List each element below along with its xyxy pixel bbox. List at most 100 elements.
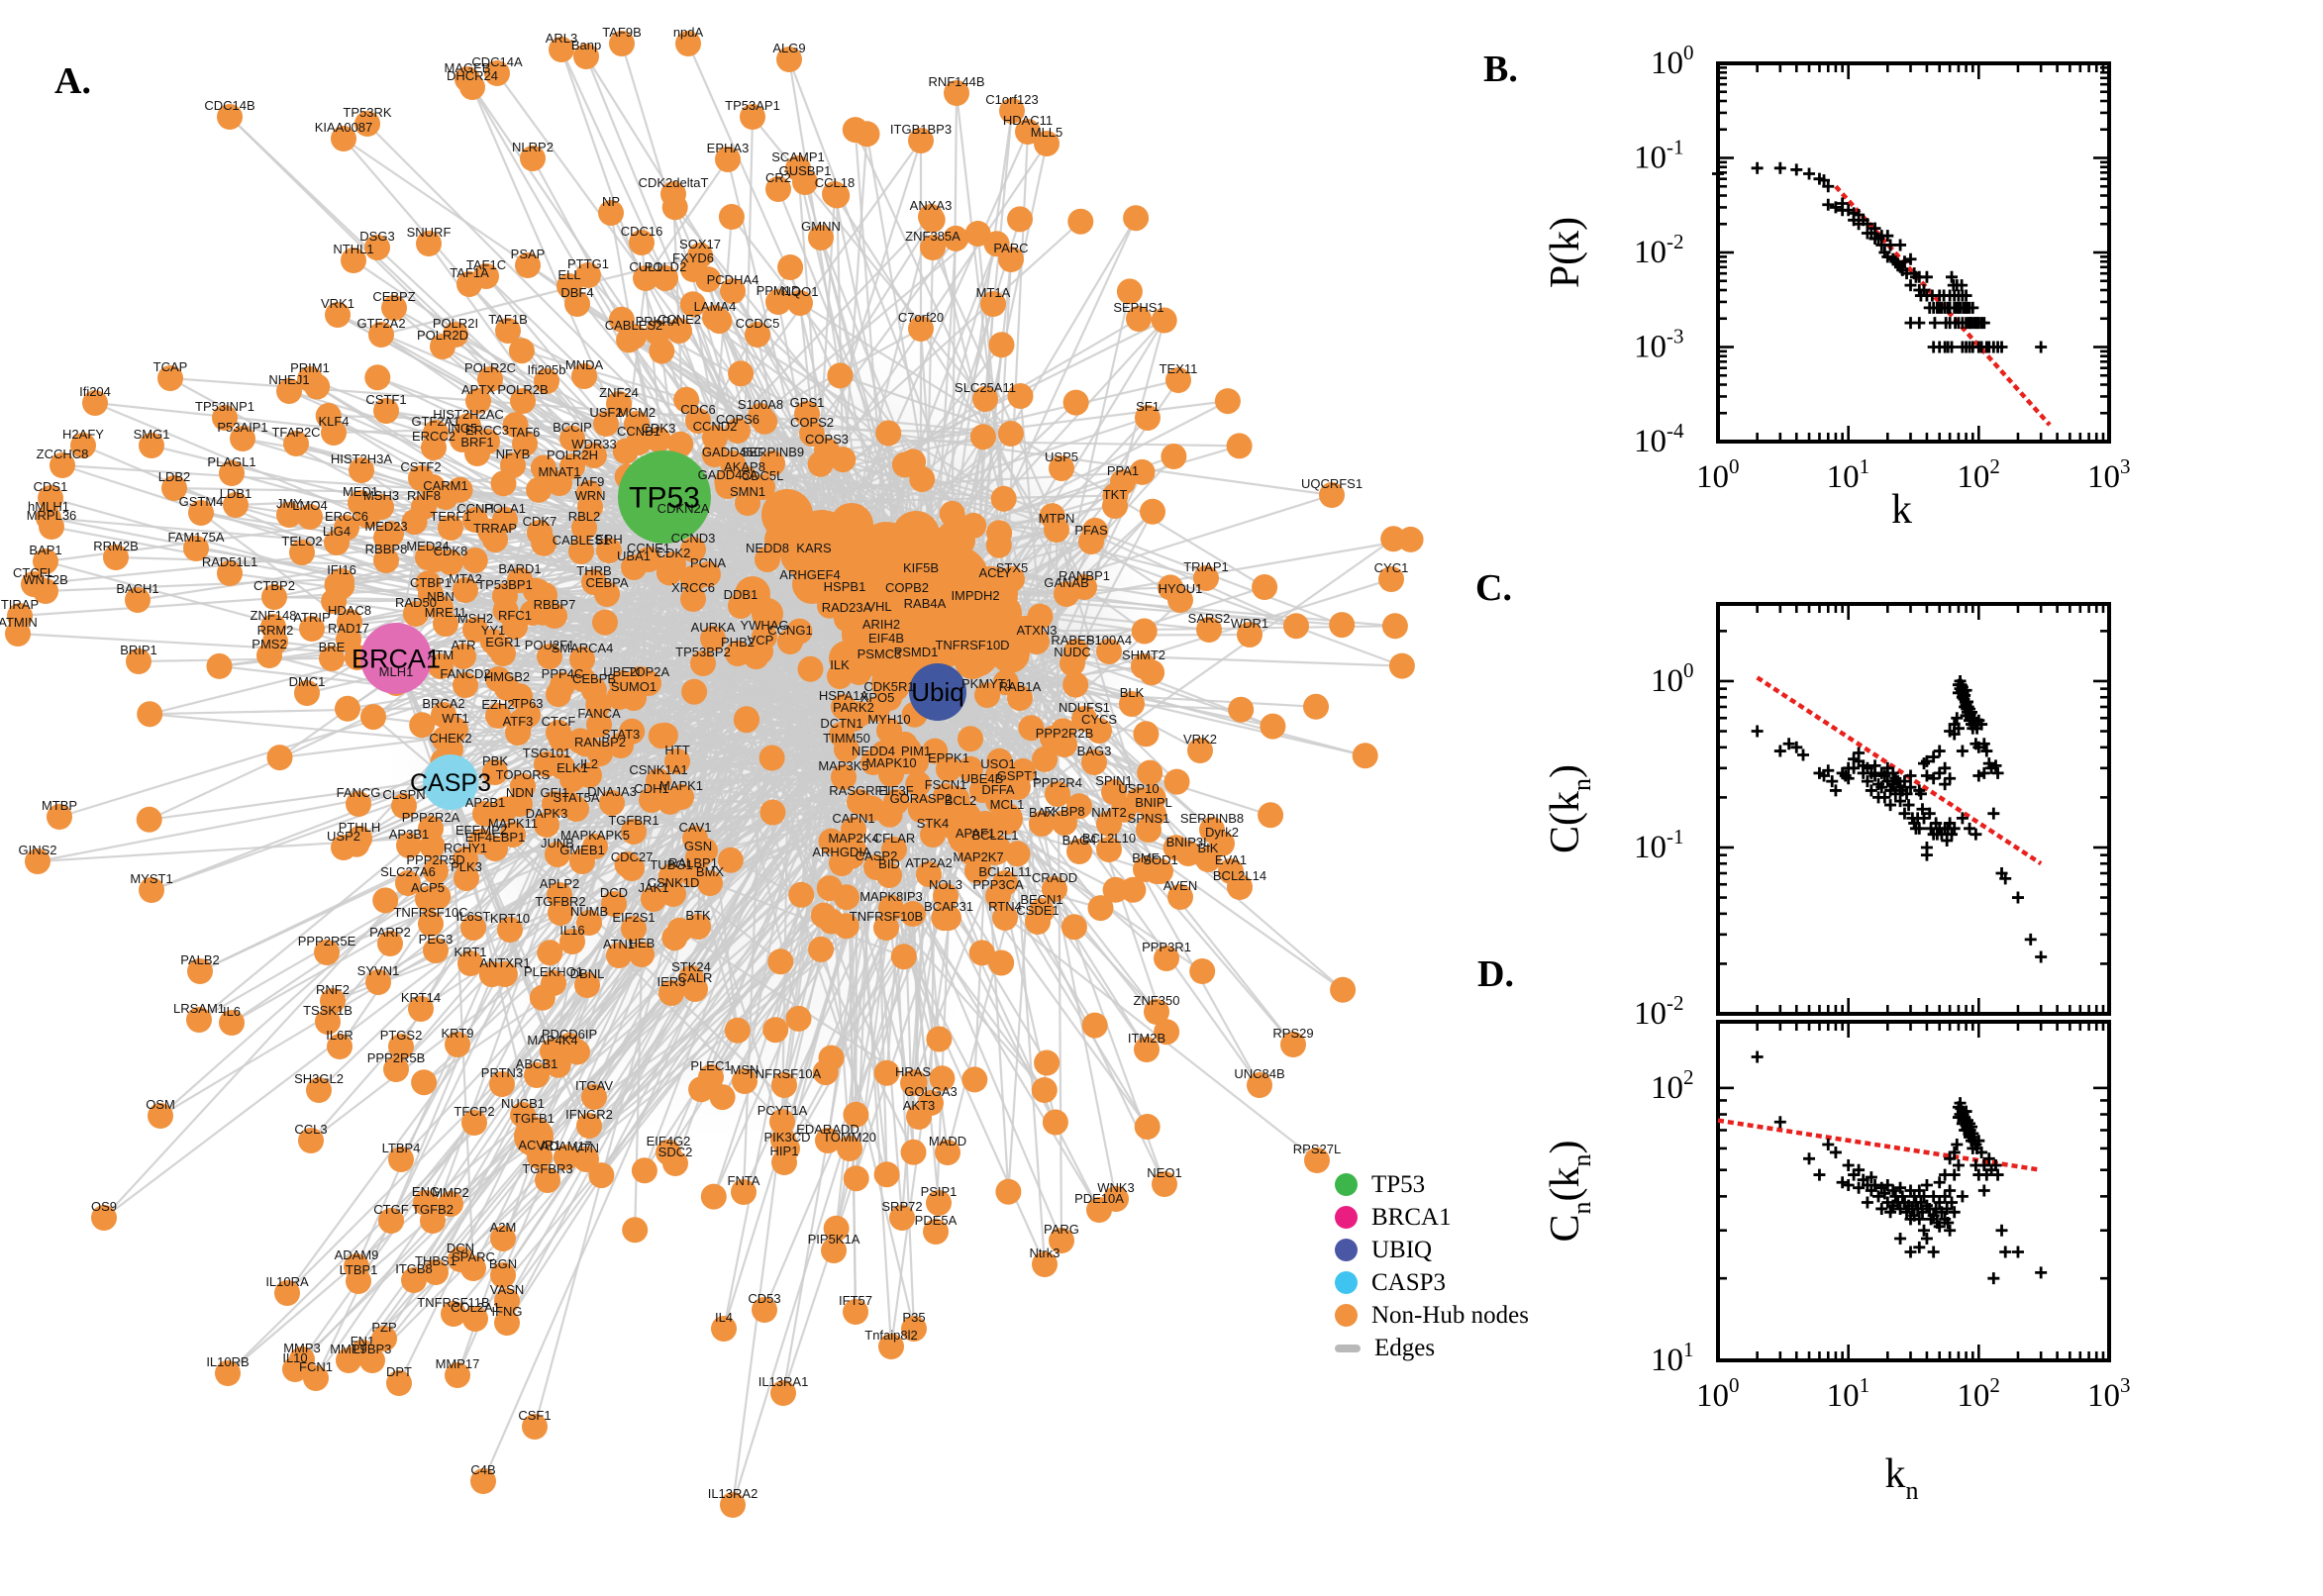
- svg-text:CCL18: CCL18: [815, 175, 855, 190]
- svg-text:WT1: WT1: [442, 711, 468, 726]
- svg-text:BRCA2: BRCA2: [422, 696, 464, 711]
- svg-text:100: 100: [1696, 454, 1740, 495]
- legend-item-brca1: BRCA1: [1335, 1201, 1529, 1234]
- svg-text:10-1: 10-1: [1634, 136, 1684, 176]
- svg-text:CTBP1: CTBP1: [410, 575, 452, 590]
- svg-text:Banp: Banp: [571, 38, 601, 52]
- svg-text:BAG3: BAG3: [1077, 744, 1112, 758]
- svg-text:AKT3: AKT3: [903, 1098, 936, 1113]
- svg-text:MCL1: MCL1: [990, 797, 1025, 812]
- svg-text:PLEC1: PLEC1: [690, 1058, 731, 1073]
- svg-text:CDK7: CDK7: [523, 514, 557, 529]
- legend-label: Edges: [1374, 1334, 1436, 1361]
- svg-text:LMO4: LMO4: [292, 498, 327, 513]
- svg-text:TGFBR1: TGFBR1: [608, 813, 658, 828]
- panel-a-label: A.: [54, 60, 91, 102]
- svg-text:BRIP1: BRIP1: [120, 643, 157, 657]
- svg-text:FANCA: FANCA: [577, 706, 621, 721]
- svg-text:SOD1: SOD1: [1143, 852, 1177, 867]
- svg-text:Ntrk3: Ntrk3: [1029, 1246, 1060, 1260]
- svg-text:ALG9: ALG9: [772, 41, 805, 55]
- svg-text:POLR2H: POLR2H: [547, 448, 598, 462]
- svg-text:MYST1: MYST1: [130, 871, 172, 886]
- svg-text:LTBP1: LTBP1: [340, 1262, 378, 1277]
- svg-text:PZP: PZP: [371, 1320, 396, 1335]
- svg-text:PALB2: PALB2: [180, 952, 220, 967]
- svg-text:10-3: 10-3: [1634, 325, 1684, 365]
- svg-text:PPP2R5E: PPP2R5E: [298, 934, 356, 948]
- svg-text:RANBP2: RANBP2: [574, 735, 626, 749]
- svg-text:DBNL: DBNL: [570, 966, 605, 981]
- svg-text:100: 100: [1651, 658, 1694, 699]
- svg-text:PRTN3: PRTN3: [481, 1065, 523, 1080]
- svg-text:BACH1: BACH1: [116, 581, 158, 596]
- svg-text:NLRP2: NLRP2: [512, 140, 554, 154]
- svg-text:CCL3: CCL3: [294, 1122, 327, 1137]
- svg-text:EIF2S1: EIF2S1: [612, 910, 655, 925]
- svg-text:BRCA1: BRCA1: [352, 644, 441, 673]
- svg-text:ILK: ILK: [830, 657, 850, 672]
- svg-text:ATR: ATR: [451, 638, 475, 652]
- panel-b-points: [1712, 161, 2048, 353]
- svg-text:EPPK1: EPPK1: [928, 750, 969, 765]
- svg-text:CCND3: CCND3: [671, 531, 716, 546]
- svg-text:SMN1: SMN1: [730, 484, 765, 499]
- svg-text:Ifi204: Ifi204: [79, 384, 111, 399]
- svg-text:FKBP8: FKBP8: [1044, 804, 1084, 819]
- svg-text:SNURF: SNURF: [407, 225, 452, 240]
- svg-text:PDE5A: PDE5A: [915, 1213, 958, 1228]
- svg-text:TAF1B: TAF1B: [488, 312, 528, 327]
- svg-text:KRT14: KRT14: [401, 990, 441, 1005]
- panel-c-label: C.: [1475, 567, 1512, 609]
- svg-text:IL16: IL16: [559, 923, 584, 938]
- svg-text:101: 101: [1651, 1338, 1694, 1378]
- svg-text:GSN: GSN: [684, 839, 712, 853]
- svg-text:TRRAP: TRRAP: [473, 521, 517, 536]
- svg-text:102: 102: [1957, 1373, 2000, 1414]
- svg-text:PDE10A: PDE10A: [1074, 1191, 1124, 1206]
- svg-text:BCL2L1: BCL2L1: [972, 828, 1019, 843]
- svg-text:BRE: BRE: [319, 640, 346, 654]
- svg-text:AURKA: AURKA: [691, 620, 736, 635]
- svg-text:P(k): P(k): [1543, 217, 1588, 288]
- svg-text:Cn(kn): Cn(kn): [1543, 1140, 1596, 1242]
- svg-text:MCM2: MCM2: [618, 405, 656, 420]
- svg-text:MAP2K4: MAP2K4: [828, 831, 878, 846]
- svg-text:LTBP3: LTBP3: [354, 1342, 392, 1356]
- svg-text:C7orf20: C7orf20: [898, 310, 944, 325]
- svg-text:CDK2deltaT: CDK2deltaT: [639, 175, 709, 190]
- svg-text:CD53: CD53: [748, 1291, 780, 1306]
- svg-text:NQO1: NQO1: [782, 284, 819, 299]
- svg-text:PPA1: PPA1: [1107, 463, 1139, 478]
- svg-text:MTPN: MTPN: [1039, 511, 1075, 526]
- svg-text:RNF8: RNF8: [407, 488, 441, 503]
- svg-text:UQCRFS1: UQCRFS1: [1301, 476, 1363, 491]
- svg-text:SRP72: SRP72: [881, 1199, 922, 1214]
- svg-text:DFFA: DFFA: [981, 782, 1015, 797]
- svg-text:CEBPZ: CEBPZ: [372, 289, 415, 304]
- svg-text:BCL2L14: BCL2L14: [1213, 868, 1266, 883]
- svg-text:Tnfaip8l2: Tnfaip8l2: [864, 1328, 917, 1343]
- svg-text:IL10RA: IL10RA: [265, 1274, 309, 1289]
- svg-text:TKT: TKT: [1103, 487, 1128, 502]
- svg-text:FNTA: FNTA: [728, 1173, 760, 1188]
- svg-text:CCDC5: CCDC5: [736, 316, 780, 331]
- svg-text:DBF4: DBF4: [560, 285, 593, 300]
- svg-text:FSCN1: FSCN1: [925, 777, 967, 792]
- svg-text:102: 102: [1651, 1065, 1694, 1106]
- svg-text:PSMD1: PSMD1: [894, 645, 939, 659]
- svg-text:H2AFY: H2AFY: [62, 427, 104, 442]
- svg-text:JAK1: JAK1: [638, 880, 668, 895]
- svg-text:BMX: BMX: [696, 864, 725, 879]
- svg-text:TGFB1: TGFB1: [513, 1111, 555, 1126]
- svg-text:10-4: 10-4: [1634, 419, 1684, 459]
- svg-text:CDC16: CDC16: [621, 224, 663, 239]
- svg-text:TP53BP1: TP53BP1: [477, 577, 533, 592]
- svg-text:APLP2: APLP2: [540, 876, 579, 891]
- svg-text:TEX11: TEX11: [1160, 361, 1198, 376]
- svg-text:HIP1: HIP1: [770, 1144, 799, 1158]
- svg-text:VTN: VTN: [573, 1141, 599, 1155]
- svg-text:STX5: STX5: [996, 560, 1029, 575]
- svg-text:TP53AP1: TP53AP1: [725, 98, 780, 113]
